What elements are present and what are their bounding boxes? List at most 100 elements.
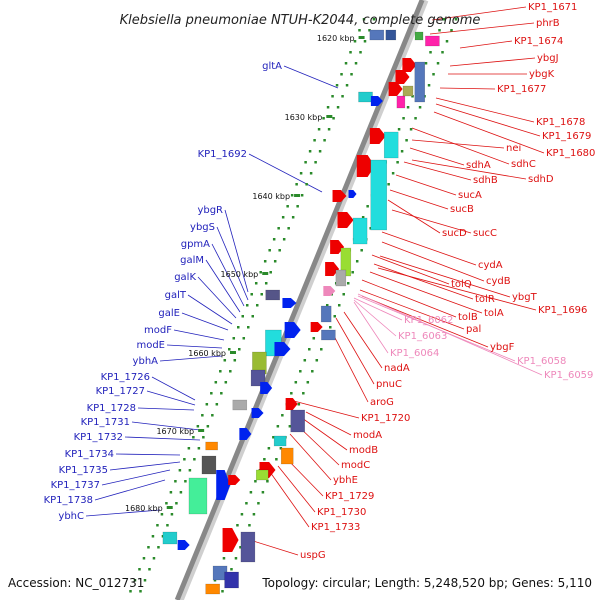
gene-label-forward: KP1_1728: [87, 403, 136, 414]
gene-label-reverse: tolQ: [451, 279, 472, 290]
gene-arrow: [177, 540, 190, 550]
track-dot: [311, 370, 314, 373]
track-dot: [326, 106, 330, 109]
connector-line: [381, 241, 485, 282]
connector-line: [248, 153, 323, 193]
track-dot: [312, 337, 316, 340]
gene-label-reverse: ybgT: [512, 292, 538, 303]
gene-label-reverse: KP1_1679: [542, 131, 591, 142]
track-dot: [304, 161, 307, 164]
gene-label-other: KP1_6062: [404, 315, 453, 326]
track-dot: [242, 337, 246, 340]
track-dot: [325, 304, 329, 307]
connector-line: [429, 22, 535, 35]
track-dot: [210, 392, 213, 395]
gene-label-other: KP1_6059: [544, 370, 593, 381]
gene-block: [290, 409, 305, 433]
gene-arrow: [402, 58, 417, 72]
gene-label-reverse: sdhD: [528, 174, 554, 185]
gene-arrow: [274, 342, 291, 356]
track-dot: [322, 117, 325, 120]
gene-block: [265, 289, 280, 301]
track-dot: [295, 183, 298, 186]
gene-arrow: [337, 212, 354, 228]
gene-arrow: [285, 398, 298, 410]
connector-line: [361, 295, 489, 348]
connector-line: [151, 376, 196, 401]
track-dot: [223, 359, 227, 362]
gene-label-other: KP1_6063: [398, 331, 447, 342]
gene-block: [205, 583, 220, 595]
track-dot: [166, 524, 169, 527]
gene-arrow: [228, 475, 241, 485]
gene-block: [188, 477, 208, 515]
gene-label-reverse: sucA: [458, 190, 482, 201]
gene-label-reverse: pal: [466, 324, 481, 335]
gene-label-reverse: KP1_1671: [528, 2, 577, 13]
track-dot: [273, 260, 277, 263]
track-dot: [318, 150, 322, 153]
connector-line: [369, 271, 483, 314]
track-dot: [139, 590, 142, 593]
track-dot: [340, 73, 343, 76]
track-dot: [349, 51, 352, 54]
track-dot: [281, 414, 284, 417]
connector-line: [431, 6, 527, 21]
gene-label-reverse: modB: [349, 445, 378, 456]
gene-label-reverse: tolA: [484, 308, 504, 319]
track-dot: [232, 337, 236, 340]
track-dot: [297, 403, 301, 406]
connector-line: [289, 399, 360, 419]
track-dot: [296, 205, 299, 208]
connector-line: [277, 465, 316, 513]
gene-block: [205, 441, 218, 451]
track-dot: [332, 117, 335, 120]
track-dot: [281, 216, 285, 219]
gene-block: [280, 447, 294, 465]
gene-label-forward: KP1_1737: [51, 480, 100, 491]
gene-label-reverse: KP1_1678: [536, 117, 585, 128]
connector-line: [249, 539, 299, 556]
gene-arrow: [348, 190, 357, 198]
connector-line: [289, 433, 332, 481]
track-dot: [165, 502, 168, 505]
track-dot: [151, 535, 155, 538]
track-dot: [361, 216, 365, 219]
track-dot: [259, 271, 262, 274]
track-dot: [268, 249, 271, 252]
track-dot: [442, 18, 446, 21]
track-dot: [454, 18, 458, 21]
gene-label-reverse: phrB: [536, 18, 560, 29]
connector-line: [411, 139, 505, 149]
gene-label-reverse: KP1_1720: [361, 413, 410, 424]
connector-line: [124, 436, 201, 441]
track-dot: [331, 95, 334, 98]
connector-line: [353, 301, 389, 354]
track-dot: [179, 491, 183, 494]
gene-label-forward: galT: [165, 290, 187, 301]
track-dot: [305, 183, 308, 186]
track-dot: [263, 260, 267, 263]
track-dot: [156, 524, 159, 527]
track-dot: [353, 40, 357, 43]
track-dot: [152, 557, 156, 560]
gene-label-reverse: uspG: [300, 550, 326, 561]
track-dot: [157, 546, 160, 549]
track-dot: [254, 282, 258, 285]
gene-block: [414, 61, 426, 103]
track-dot: [183, 458, 186, 461]
gene-label-reverse: KP1_1733: [311, 522, 360, 533]
ruler-label: 1640 kbp: [252, 192, 290, 201]
track-dot: [196, 425, 200, 428]
track-dot: [238, 348, 241, 351]
gene-block: [425, 35, 440, 47]
track-dot: [308, 348, 311, 351]
connector-line: [187, 294, 233, 325]
gene-block: [320, 305, 332, 323]
track-dot: [306, 381, 310, 384]
gene-arrow: [310, 322, 323, 332]
track-dot: [397, 128, 401, 131]
connector-line: [459, 40, 513, 49]
track-dot: [436, 62, 440, 65]
track-dot: [248, 524, 251, 527]
